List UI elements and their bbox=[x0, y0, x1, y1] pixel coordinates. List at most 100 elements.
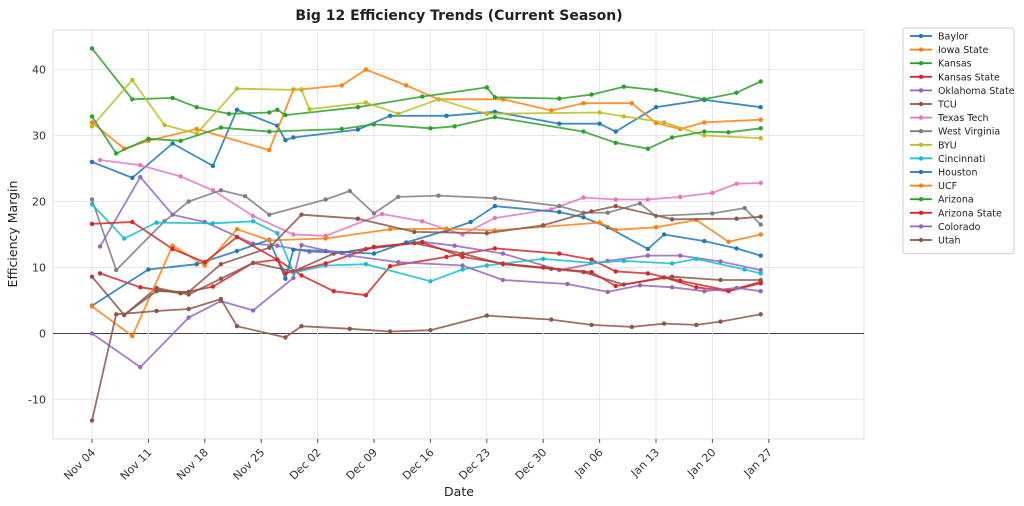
data-point bbox=[645, 146, 651, 151]
data-point bbox=[267, 129, 272, 134]
data-point bbox=[605, 289, 610, 295]
data-point bbox=[275, 231, 280, 236]
legend-item: Kansas bbox=[910, 59, 972, 70]
data-point bbox=[629, 101, 634, 106]
data-point bbox=[218, 262, 224, 267]
legend-marker bbox=[918, 74, 924, 80]
data-point bbox=[186, 289, 191, 295]
data-point bbox=[541, 265, 546, 270]
data-point bbox=[154, 308, 159, 314]
data-point bbox=[589, 209, 594, 214]
legend-item: BYU bbox=[910, 140, 957, 151]
data-point bbox=[661, 275, 667, 280]
series-lines bbox=[89, 46, 763, 423]
data-point bbox=[186, 306, 191, 312]
data-point bbox=[742, 205, 747, 211]
data-point bbox=[234, 248, 240, 254]
data-point bbox=[758, 271, 763, 276]
legend-marker bbox=[918, 210, 924, 215]
data-point bbox=[138, 285, 143, 290]
data-point bbox=[170, 246, 175, 252]
data-point bbox=[299, 273, 304, 278]
data-point bbox=[114, 151, 119, 156]
data-point bbox=[283, 112, 288, 118]
data-point bbox=[97, 244, 103, 249]
data-point bbox=[669, 274, 675, 279]
y-tick-label: 0 bbox=[39, 327, 46, 340]
data-point bbox=[194, 105, 199, 110]
data-point bbox=[291, 247, 296, 252]
data-point bbox=[379, 211, 385, 217]
series-byu bbox=[89, 77, 763, 141]
data-point bbox=[89, 331, 95, 336]
data-point bbox=[500, 251, 506, 256]
data-point bbox=[637, 283, 643, 288]
data-point bbox=[283, 335, 288, 340]
data-point bbox=[186, 199, 191, 204]
data-point bbox=[557, 203, 562, 209]
data-point bbox=[734, 181, 739, 186]
y-tick-label: 30 bbox=[32, 130, 46, 143]
data-point bbox=[89, 274, 95, 279]
data-point bbox=[146, 136, 151, 141]
data-point bbox=[452, 124, 457, 129]
data-point bbox=[130, 219, 135, 225]
data-point bbox=[557, 121, 562, 126]
legend-label: Oklahoma State bbox=[938, 86, 1015, 97]
legend: Baylor Iowa State Kansas Kansas State Oklaho… bbox=[902, 27, 1015, 255]
data-point bbox=[122, 312, 127, 318]
data-point bbox=[234, 324, 240, 329]
data-point bbox=[283, 138, 288, 143]
data-point bbox=[565, 281, 570, 287]
x-tick-label: Jan 06 bbox=[571, 446, 605, 480]
data-point bbox=[460, 251, 465, 256]
data-point bbox=[758, 253, 763, 258]
data-point bbox=[549, 108, 554, 113]
data-point bbox=[89, 114, 95, 119]
data-point bbox=[484, 313, 489, 318]
data-point bbox=[613, 203, 618, 209]
x-tick-label: Dec 09 bbox=[344, 446, 381, 483]
data-point bbox=[605, 210, 610, 215]
data-point bbox=[637, 201, 643, 206]
data-point bbox=[130, 333, 135, 339]
legend-label: Iowa State bbox=[938, 45, 989, 56]
data-point bbox=[549, 317, 554, 322]
data-point bbox=[758, 180, 763, 186]
data-point bbox=[283, 271, 288, 276]
legend-label: Colorado bbox=[938, 222, 981, 233]
data-point bbox=[492, 215, 498, 221]
data-point bbox=[492, 196, 498, 201]
data-point bbox=[669, 217, 675, 222]
data-point bbox=[653, 87, 659, 93]
y-tick-label: 20 bbox=[32, 196, 46, 209]
data-point bbox=[299, 324, 304, 329]
data-point bbox=[202, 263, 207, 268]
data-point bbox=[210, 221, 216, 226]
data-point bbox=[541, 223, 546, 228]
data-point bbox=[89, 304, 95, 309]
data-point bbox=[387, 264, 393, 269]
data-point bbox=[234, 86, 240, 91]
data-point bbox=[758, 222, 763, 227]
data-point bbox=[613, 197, 618, 202]
data-point bbox=[89, 202, 95, 207]
data-point bbox=[621, 84, 626, 89]
data-point bbox=[97, 157, 103, 163]
data-point bbox=[234, 227, 240, 232]
data-point bbox=[331, 289, 336, 294]
data-point bbox=[581, 101, 586, 106]
data-point bbox=[291, 135, 296, 140]
data-point bbox=[734, 285, 739, 291]
data-point bbox=[492, 203, 498, 209]
series-line bbox=[91, 244, 761, 369]
data-point bbox=[97, 271, 103, 276]
data-point bbox=[694, 285, 699, 290]
data-point bbox=[170, 141, 175, 146]
x-tick-label: Dec 02 bbox=[287, 446, 324, 483]
data-point bbox=[170, 95, 175, 101]
data-point bbox=[89, 418, 95, 423]
data-point bbox=[444, 254, 449, 260]
data-point bbox=[170, 243, 175, 248]
